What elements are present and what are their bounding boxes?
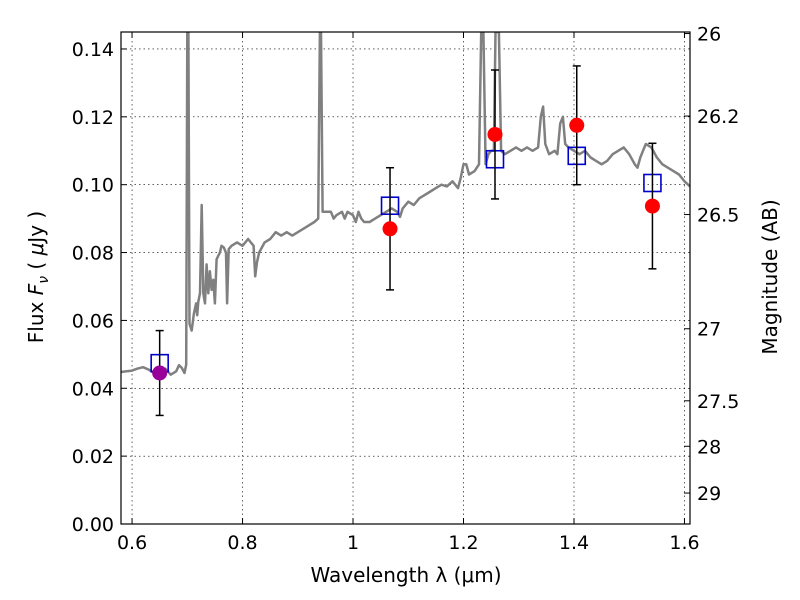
x-tick-label: 0.8 (227, 532, 257, 554)
mag-tick-label: 26.2 (697, 106, 739, 128)
x-tick-label: 1.4 (559, 532, 589, 554)
spectrum-layer (121, 32, 690, 376)
markers-layer (150, 65, 662, 417)
y-label-var: F (24, 283, 48, 295)
y-tick-label: 0.04 (72, 378, 114, 400)
y-tick-label: 0.10 (72, 175, 114, 197)
observed-point (569, 117, 585, 133)
y-tick-label: 0.02 (72, 446, 114, 468)
mag-tick-label: 29 (697, 483, 721, 505)
mag-tick-label: 28 (697, 436, 721, 458)
y-tick-label: 0.12 (72, 107, 114, 129)
observed-point (382, 221, 398, 237)
x-tick-label: 1.2 (448, 532, 478, 554)
y-label-suffix: Jy ) (24, 211, 48, 245)
observed-point (152, 365, 168, 381)
mag-tick-label: 27 (697, 319, 721, 341)
y-label-mu: μ (24, 243, 48, 257)
y-tick-label: 0.06 (72, 310, 114, 332)
spectrum-line (121, 32, 690, 376)
y-label-prefix: Flux (24, 295, 48, 343)
ticks-layer: 0.6 0.8 1 1.2 1.4 1.6 0.00 0.02 0.04 0.06 0.08 0.10… (72, 24, 740, 554)
x-tick-label: 0.6 (117, 532, 147, 554)
x-axis-label: Wavelength λ (μm) (310, 563, 501, 587)
y-axis-label-left: Flux Fν ( μJy ) (24, 211, 52, 343)
y-tick-label: 0.08 (72, 243, 114, 265)
y-label-sub: ν (36, 276, 52, 284)
y-tick-label: 0.14 (72, 39, 114, 61)
y-label-mid: ( (24, 255, 48, 276)
x-tick-label: 1 (347, 532, 359, 554)
observed-point (644, 198, 660, 214)
mag-tick-label: 27.5 (697, 391, 739, 413)
x-tick-label: 1.6 (669, 532, 699, 554)
plot-frame (120, 31, 691, 525)
y-axis-label-right: Magnitude (AB) (758, 199, 782, 354)
y-tick-label: 0.00 (72, 514, 114, 536)
mag-tick-label: 26.5 (697, 205, 739, 227)
mag-tick-label: 26 (697, 24, 721, 46)
observed-point (487, 126, 503, 142)
